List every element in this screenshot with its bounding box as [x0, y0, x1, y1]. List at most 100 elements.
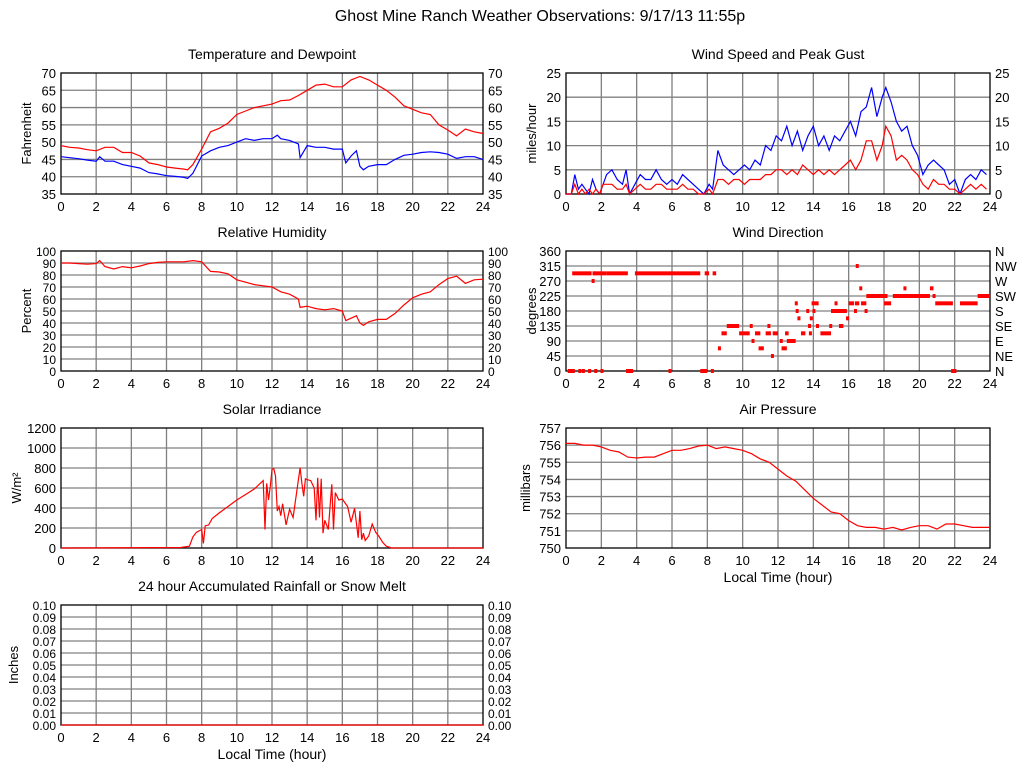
wind-direction-mark	[806, 309, 810, 313]
x-tick-label: 20	[405, 553, 419, 568]
y-tick-label: 757	[539, 421, 561, 436]
y-axis-label: millibars	[518, 464, 533, 512]
wind-direction-mark	[726, 324, 740, 328]
wind-direction-mark	[755, 331, 761, 336]
y-tick-label: 0.08	[33, 623, 57, 637]
y-tick-label: 750	[539, 541, 561, 556]
x-tick-label: 0	[57, 199, 64, 214]
y-tick-label: 400	[34, 501, 56, 516]
wind-direction-mark	[792, 339, 796, 343]
wind-direction-mark	[829, 324, 833, 328]
chart-title: Relative Humidity	[218, 224, 327, 240]
y-tick-label: 180	[539, 304, 561, 319]
wind-direction-mark	[861, 301, 867, 306]
x-tick-label: 18	[877, 553, 891, 568]
right-tick-label: 10	[488, 353, 502, 367]
y-tick-label: 135	[539, 319, 561, 334]
wind-direction-mark	[578, 369, 582, 373]
wind-direction-mark	[588, 369, 592, 373]
wind-direction-mark	[704, 271, 710, 276]
x-tick-label: 18	[877, 199, 891, 214]
x-tick-label: 10	[735, 376, 749, 391]
x-tick-label: 22	[441, 730, 455, 745]
x-tick-label: 24	[476, 730, 490, 745]
wind-direction-mark	[710, 369, 714, 373]
right-tick-label: 20	[995, 90, 1009, 105]
right-tick-label: 40	[488, 317, 502, 331]
y-tick-label: 1200	[27, 421, 56, 436]
x-tick-label: 8	[198, 730, 205, 745]
x-tick-label: 2	[93, 376, 100, 391]
y-tick-label: 755	[539, 455, 561, 470]
wind-direction-mark	[797, 316, 801, 321]
x-tick-label: 8	[704, 376, 711, 391]
wind-direction-mark	[567, 369, 575, 373]
x-tick-label: 2	[598, 376, 605, 391]
wind-direction-mark	[717, 346, 721, 351]
wind-direction-mark	[785, 331, 789, 336]
plot-frame	[60, 250, 484, 372]
wind-direction-mark	[812, 309, 816, 313]
wind-direction-mark	[838, 324, 844, 328]
wind-direction-mark	[959, 301, 978, 306]
y-axis-label: degrees	[524, 287, 539, 334]
x-tick-label: 2	[93, 553, 100, 568]
wind-direction-mark	[739, 331, 750, 336]
right-tick-label: 70	[488, 281, 502, 295]
x-tick-label: 16	[841, 553, 855, 568]
y-tick-label: 225	[539, 289, 561, 304]
x-tick-label: 8	[198, 376, 205, 391]
right-tick-label: 0.09	[488, 611, 512, 625]
x-tick-label: 6	[668, 376, 675, 391]
right-tick-label: 20	[488, 341, 502, 355]
series-line-dewpoint	[60, 134, 484, 180]
right-tick-label: 0.04	[488, 671, 512, 685]
wind-direction-mark	[864, 309, 868, 313]
wind-direction-mark	[786, 339, 794, 343]
x-tick-label: 0	[57, 376, 64, 391]
wind-direction-mark	[626, 369, 634, 373]
chart-rain: 24 hour Accumulated Rainfall or Snow Mel…	[6, 578, 512, 762]
series-line-air-pressure	[566, 442, 990, 531]
x-axis-label: Local Time (hour)	[724, 569, 833, 585]
wind-direction-mark	[572, 271, 592, 276]
x-tick-label: 4	[128, 730, 135, 745]
wind-direction-mark	[853, 309, 857, 313]
wind-direction-mark	[903, 286, 907, 291]
y-axis-label: W/m²	[9, 472, 24, 504]
wind-direction-mark	[809, 316, 813, 321]
wind-direction-mark	[591, 279, 595, 283]
y-tick-label: 60	[43, 293, 57, 307]
wind-direction-mark	[795, 309, 799, 313]
right-tick-label: SW	[995, 289, 1017, 304]
right-tick-label: 0.07	[488, 635, 512, 649]
wind-direction-mark	[815, 324, 819, 328]
x-tick-label: 20	[405, 376, 419, 391]
right-tick-label: 70	[488, 66, 502, 81]
y-tick-label: 756	[539, 438, 561, 453]
x-tick-label: 12	[771, 376, 785, 391]
right-tick-label: 45	[488, 152, 502, 167]
y-axis-label: Percent	[19, 288, 34, 333]
y-tick-label: 1000	[27, 441, 56, 456]
y-tick-label: 0.02	[33, 695, 57, 709]
right-tick-label: 0.06	[488, 647, 512, 661]
wind-direction-mark	[929, 286, 934, 291]
right-tick-label: 80	[488, 269, 502, 283]
x-tick-label: 14	[300, 553, 314, 568]
y-tick-label: 100	[36, 245, 56, 259]
y-tick-label: 753	[539, 490, 561, 505]
wind-direction-mark	[932, 294, 936, 298]
wind-direction-mark	[668, 369, 672, 373]
x-tick-label: 14	[300, 730, 314, 745]
chart-title: Wind Speed and Peak Gust	[692, 46, 865, 62]
wind-direction-mark	[854, 301, 860, 306]
x-tick-label: 6	[668, 553, 675, 568]
y-tick-label: 50	[42, 135, 56, 150]
y-tick-label: 0	[554, 187, 561, 202]
wind-direction-mark	[779, 339, 783, 343]
right-tick-label: 0.03	[488, 683, 512, 697]
right-tick-label: 0	[995, 187, 1002, 202]
